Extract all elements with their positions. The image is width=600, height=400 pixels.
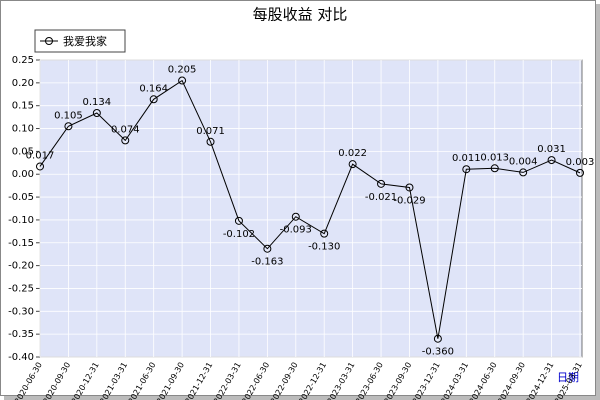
plot-area (39, 59, 583, 358)
value-label: 0.022 (338, 148, 367, 159)
y-tick-label: 0.20 (12, 78, 34, 89)
value-label: 0.071 (196, 126, 225, 137)
point (149, 95, 158, 104)
value-label: 0.013 (480, 152, 509, 163)
y-tick-label: -0.15 (8, 238, 34, 249)
point (433, 334, 442, 343)
value-label: 0.031 (537, 144, 566, 155)
y-tick-label: -0.25 (8, 283, 34, 294)
point (405, 183, 414, 192)
y-tick-label: -0.20 (8, 261, 34, 272)
y-tick-label: -0.05 (8, 192, 34, 203)
value-label: 0.003 (566, 157, 595, 168)
y-tick-label: -0.10 (8, 215, 34, 226)
point (519, 168, 528, 177)
point (348, 160, 357, 169)
point (547, 156, 556, 165)
value-label: -0.360 (422, 347, 454, 358)
shadow (596, 4, 600, 400)
shadow (4, 396, 600, 400)
legend-marker (45, 37, 53, 45)
point (36, 162, 44, 171)
point (576, 168, 584, 177)
value-label: 0.134 (83, 97, 112, 108)
point (64, 122, 73, 131)
value-label: -0.029 (393, 195, 425, 206)
x-axis-label: 日期 (557, 371, 579, 384)
point (291, 212, 300, 221)
value-label: 0.017 (26, 150, 55, 161)
y-tick-label: -0.40 (8, 352, 34, 363)
series-line (39, 79, 581, 339)
y-tick-label: -0.35 (8, 329, 34, 340)
value-label: -0.130 (308, 242, 340, 253)
y-tick-label: 0.10 (12, 124, 34, 135)
y-tick-label: 0.05 (12, 146, 34, 157)
point (178, 76, 187, 85)
legend (34, 29, 126, 53)
value-label: -0.163 (251, 257, 283, 268)
point (234, 216, 243, 225)
point (462, 165, 471, 174)
value-label: -0.021 (365, 192, 397, 203)
value-label: 0.105 (54, 110, 83, 121)
y-tick-label: 0.15 (12, 101, 34, 112)
value-label: -0.102 (223, 229, 255, 240)
value-label: 0.205 (168, 65, 197, 76)
point (320, 229, 329, 238)
value-label: 0.011 (452, 153, 481, 164)
chart-title: 每股收益 对比 (253, 6, 348, 24)
y-tick-label: 0.00 (12, 169, 34, 180)
y-tick-label: -0.30 (8, 306, 34, 317)
value-label: 0.004 (509, 156, 538, 167)
point (263, 244, 272, 253)
point (490, 164, 499, 173)
value-label: 0.074 (111, 124, 140, 135)
point (377, 179, 386, 188)
point (92, 109, 101, 118)
legend-label: 我爱我家 (63, 34, 107, 48)
point (121, 136, 130, 145)
y-tick-label: 0.25 (12, 55, 34, 66)
value-label: 0.164 (139, 83, 168, 94)
value-label: -0.093 (280, 225, 312, 236)
point (206, 137, 215, 146)
